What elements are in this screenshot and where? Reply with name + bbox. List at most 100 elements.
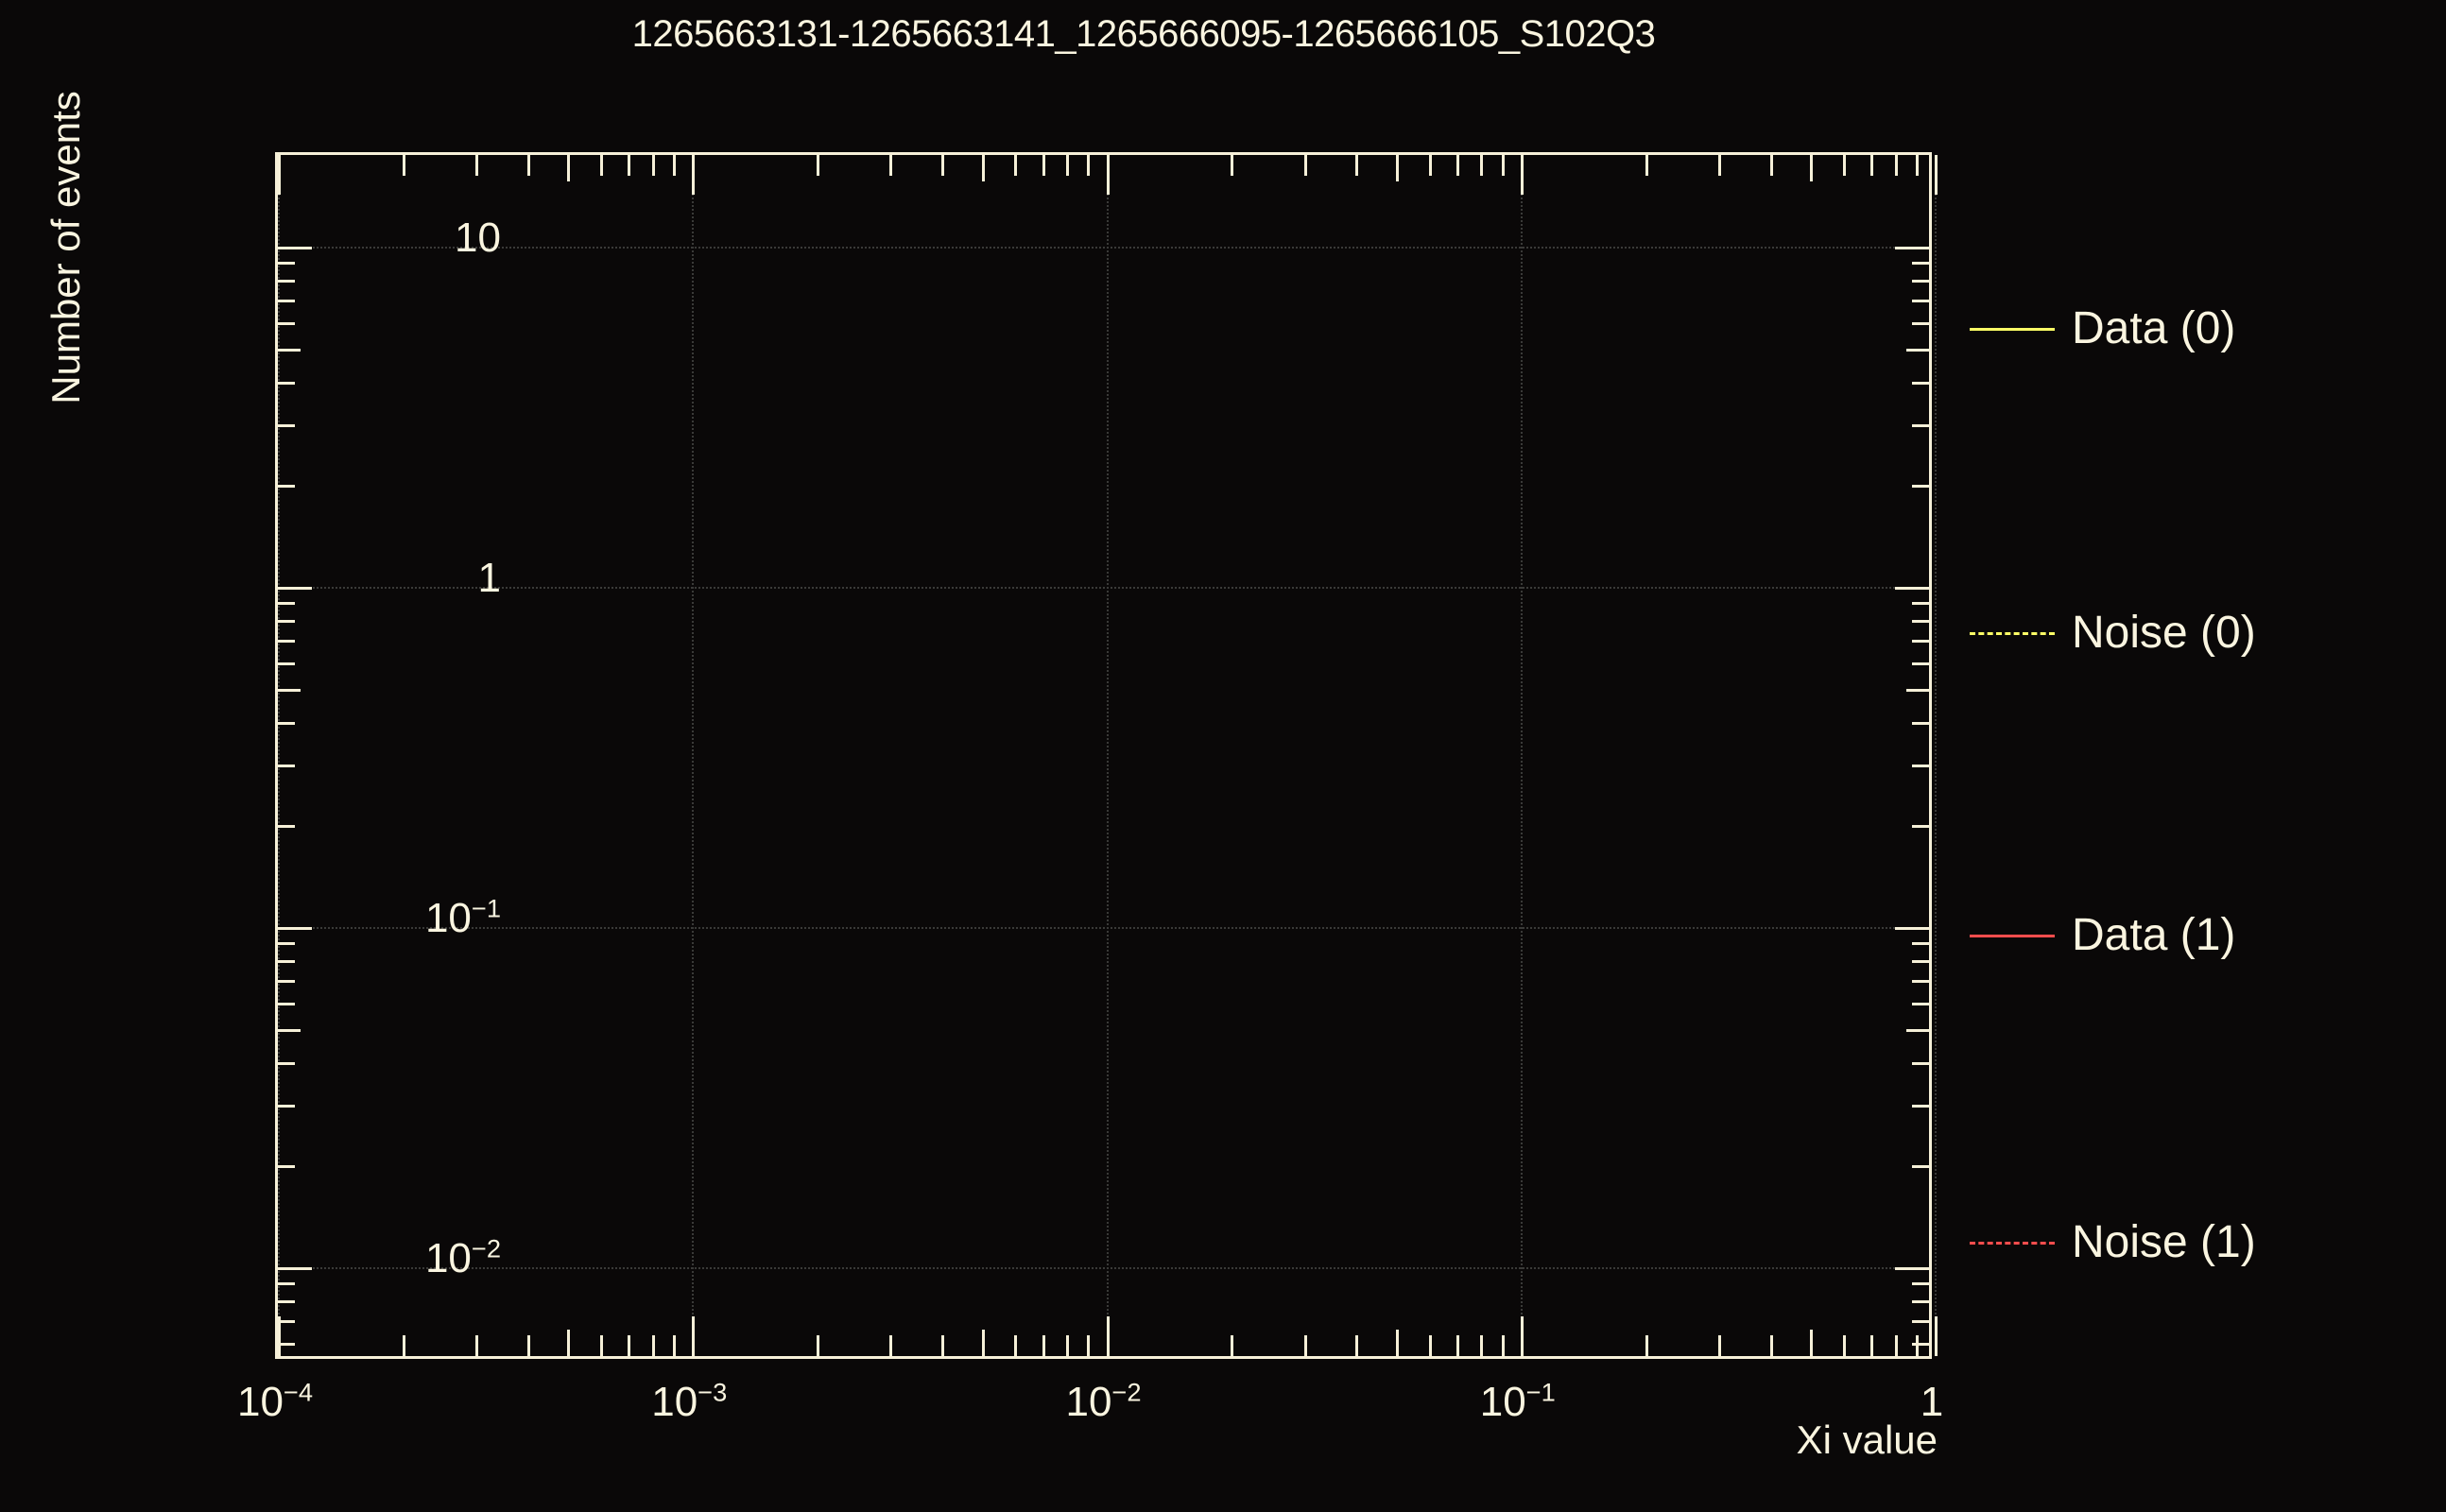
x-axis-minor-tick <box>1810 1330 1814 1356</box>
gridline-vertical <box>1106 155 1109 1356</box>
y-axis-title: Number of events <box>43 91 88 404</box>
legend-entry[interactable]: Data (1) <box>1970 907 2235 964</box>
y-axis-minor-tick <box>278 959 295 963</box>
y-axis-tick-right <box>1912 382 1929 386</box>
x-axis-tick-top <box>1501 155 1505 176</box>
y-axis-tick-right <box>1912 1062 1929 1066</box>
x-axis-tick-top <box>1935 155 1938 195</box>
y-axis-tick-right <box>1906 1029 1929 1033</box>
legend: Data (0) Noise (0) Data (1) Noise (1) <box>1970 152 2446 1359</box>
y-axis-minor-tick <box>278 662 295 665</box>
legend-line-swatch-icon <box>1970 1241 2055 1245</box>
x-axis-tick-label: 10−2 <box>1065 1377 1142 1425</box>
x-axis-title: Xi value <box>1796 1418 1938 1462</box>
x-axis-tick-top <box>475 155 479 176</box>
y-axis-minor-tick <box>278 262 295 266</box>
x-axis-minor-tick <box>1087 1335 1091 1356</box>
x-axis-minor-tick <box>1231 1335 1234 1356</box>
y-axis-minor-tick <box>278 1319 295 1323</box>
y-axis-tick-right <box>1912 824 1929 828</box>
x-axis-tick-label: 1 <box>1920 1379 1944 1425</box>
y-axis-minor-tick <box>278 722 295 726</box>
x-axis-minor-tick <box>567 1330 571 1356</box>
y-axis-tick-right <box>1912 1105 1929 1108</box>
x-axis-tick-top <box>1042 155 1045 176</box>
y-axis-minor-tick <box>278 279 295 283</box>
x-axis-minor-tick <box>1355 1335 1359 1356</box>
x-axis-tick-top <box>1231 155 1234 176</box>
y-axis-tick-right <box>1895 587 1929 590</box>
y-axis-minor-tick <box>278 1299 295 1303</box>
x-axis-minor-tick <box>1717 1335 1721 1356</box>
x-axis-tick-top <box>1520 155 1524 195</box>
y-axis-tick-right <box>1895 247 1929 249</box>
x-axis-tick-top <box>981 155 985 181</box>
y-axis-minor-tick <box>278 602 295 606</box>
x-axis-minor-tick <box>475 1335 479 1356</box>
x-axis-tick-top <box>1645 155 1648 176</box>
x-axis-tick-top <box>1395 155 1399 181</box>
x-axis-minor-tick <box>1769 1335 1773 1356</box>
legend-entry[interactable]: Noise (1) <box>1970 1214 2256 1271</box>
legend-line-swatch-icon <box>1970 327 2055 331</box>
x-axis-minor-tick <box>628 1335 631 1356</box>
legend-entry[interactable]: Data (0) <box>1970 301 2235 357</box>
y-axis-tick-right <box>1912 1342 1929 1346</box>
y-axis-tick-right <box>1912 722 1929 726</box>
y-axis-tick-right <box>1912 1002 1929 1005</box>
y-axis-minor-tick <box>278 299 295 302</box>
y-axis-major-tick <box>278 587 312 590</box>
x-axis-minor-tick <box>941 1335 945 1356</box>
y-axis-tick-right <box>1912 619 1929 623</box>
x-axis-tick-top <box>1810 155 1814 181</box>
legend-entry-label: Noise (1) <box>2072 1217 2256 1267</box>
x-axis-minor-tick <box>651 1335 655 1356</box>
x-axis-minor-tick <box>402 1335 405 1356</box>
x-axis-minor-tick <box>817 1335 820 1356</box>
y-axis-tick-right <box>1912 765 1929 768</box>
y-axis-minor-tick <box>278 1029 301 1033</box>
legend-entry-label: Data (0) <box>2072 303 2236 353</box>
x-axis-minor-tick <box>526 1335 530 1356</box>
x-axis-minor-tick <box>1894 1335 1898 1356</box>
x-axis-major-tick <box>1106 1316 1110 1356</box>
y-axis-minor-tick <box>278 1164 295 1168</box>
y-axis-tick-right <box>1912 1164 1929 1168</box>
x-axis-minor-tick <box>1645 1335 1648 1356</box>
y-axis-tick-label: 10−1 <box>424 893 501 941</box>
y-axis-tick-right <box>1906 349 1929 352</box>
x-axis-major-tick <box>1520 1316 1524 1356</box>
y-axis-tick-right <box>1912 602 1929 606</box>
y-axis-tick-label: 10−2 <box>424 1233 501 1281</box>
x-axis-minor-tick <box>600 1335 604 1356</box>
y-axis-minor-tick <box>278 424 295 428</box>
x-axis-tick-label: 10−4 <box>236 1377 314 1425</box>
x-axis-tick-top <box>1717 155 1721 176</box>
x-axis-tick-top <box>1014 155 1018 176</box>
x-axis-minor-tick <box>1303 1335 1307 1356</box>
gridline-vertical <box>278 155 280 1356</box>
gridline-horizontal <box>278 1267 1929 1269</box>
x-axis-tick-top <box>651 155 655 176</box>
gridline-vertical <box>1520 155 1523 1356</box>
x-axis-tick-top <box>1303 155 1307 176</box>
y-axis-tick-right <box>1906 689 1929 693</box>
x-axis-tick-top <box>402 155 405 176</box>
x-axis-tick-top <box>567 155 571 181</box>
x-axis-minor-tick <box>1915 1335 1919 1356</box>
x-axis-minor-tick <box>1042 1335 1045 1356</box>
x-axis-tick-top <box>1842 155 1846 176</box>
x-axis-tick-top <box>1106 155 1110 195</box>
y-axis-tick-right <box>1912 1319 1929 1323</box>
x-axis-minor-tick <box>1395 1330 1399 1356</box>
gridline-horizontal <box>278 587 1929 589</box>
legend-entry-label: Noise (0) <box>2072 608 2256 658</box>
x-axis-tick-top <box>1066 155 1070 176</box>
y-axis-tick-right <box>1912 321 1929 325</box>
y-axis-minor-tick <box>278 765 295 768</box>
x-axis-tick-top <box>600 155 604 176</box>
y-axis-minor-tick <box>278 321 295 325</box>
legend-entry[interactable]: Noise (0) <box>1970 605 2256 662</box>
y-axis-tick-right <box>1912 942 1929 946</box>
y-axis-tick-right <box>1912 959 1929 963</box>
